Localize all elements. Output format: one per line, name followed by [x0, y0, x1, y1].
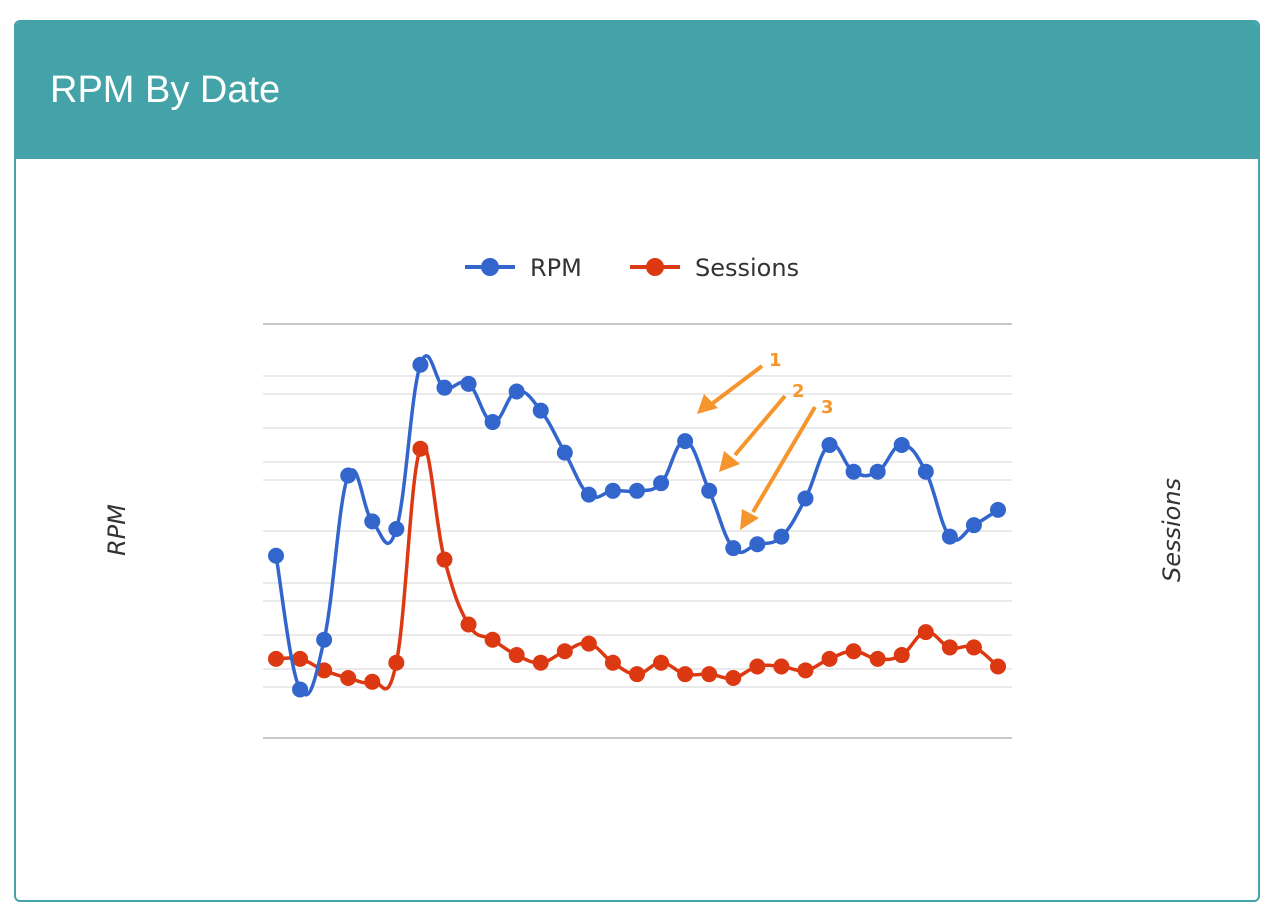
- data-point-sessions: [869, 650, 886, 667]
- data-point-rpm: [436, 379, 453, 396]
- data-point-sessions: [292, 650, 309, 667]
- data-point-sessions: [604, 654, 621, 671]
- panel-header: RPM By Date: [16, 22, 1258, 159]
- grid-lines: [263, 323, 1012, 739]
- chart-panel: RPM By Date: [14, 20, 1260, 902]
- data-point-sessions: [990, 658, 1006, 675]
- data-point-rpm: [893, 436, 910, 453]
- data-point-rpm: [484, 414, 501, 431]
- data-point-sessions: [917, 624, 934, 641]
- data-point-sessions: [725, 669, 742, 686]
- data-point-sessions: [629, 666, 645, 683]
- data-point-sessions: [340, 669, 357, 686]
- data-point-sessions: [556, 643, 573, 660]
- annotations: 1 2 3: [697, 350, 834, 530]
- data-point-rpm: [532, 402, 549, 419]
- y-axis-title-left: RPM: [103, 504, 131, 556]
- data-point-rpm: [797, 490, 814, 507]
- legend-rpm-label: RPM: [530, 254, 582, 282]
- series-sessions: [268, 440, 1006, 691]
- data-point-rpm: [580, 486, 597, 503]
- data-point-sessions: [845, 643, 862, 660]
- annotation-3-label: 3: [821, 397, 834, 418]
- annotation-1-label: 1: [769, 350, 782, 371]
- data-point-sessions: [532, 654, 549, 671]
- data-point-rpm: [725, 540, 742, 557]
- annotation-2-arrow-head: [719, 451, 740, 472]
- data-point-rpm: [821, 436, 838, 453]
- data-point-rpm: [677, 433, 694, 450]
- data-point-sessions: [893, 647, 910, 664]
- data-point-rpm: [364, 513, 381, 530]
- data-point-sessions: [677, 666, 694, 683]
- data-point-sessions: [412, 440, 429, 457]
- data-point-sessions: [749, 658, 766, 675]
- annotation-2: 2: [719, 381, 805, 472]
- legend-rpm-marker: [481, 258, 499, 276]
- data-point-rpm: [604, 482, 621, 499]
- data-point-sessions: [773, 658, 790, 675]
- data-point-rpm: [941, 528, 958, 545]
- data-point-rpm: [990, 501, 1006, 518]
- data-point-sessions: [484, 631, 501, 648]
- legend-sessions-label: Sessions: [695, 254, 799, 282]
- data-point-rpm: [749, 536, 766, 553]
- data-point-sessions: [580, 635, 597, 652]
- data-point-sessions: [701, 666, 718, 683]
- annotation-3-arrow-head: [740, 509, 759, 530]
- legend-item-sessions: Sessions: [630, 254, 799, 282]
- series-line-rpm: [274, 354, 999, 697]
- series-rpm: [268, 354, 1006, 698]
- data-point-sessions: [268, 650, 284, 667]
- annotation-2-label: 2: [792, 381, 805, 402]
- data-point-rpm: [869, 463, 886, 480]
- data-point-rpm: [340, 467, 357, 484]
- annotation-2-arrow-shaft: [733, 394, 787, 457]
- annotation-3: 3: [740, 397, 834, 530]
- legend: RPM Sessions: [465, 254, 799, 282]
- data-point-sessions: [388, 654, 405, 671]
- annotation-1-arrow-shaft: [711, 364, 764, 405]
- data-point-sessions: [965, 639, 982, 656]
- data-point-rpm: [917, 463, 934, 480]
- data-point-sessions: [316, 662, 333, 679]
- y-axis-title-right: Sessions: [1158, 478, 1186, 582]
- data-point-sessions: [821, 650, 838, 667]
- panel-title: RPM By Date: [50, 69, 281, 111]
- data-point-rpm: [292, 681, 309, 698]
- data-point-rpm: [845, 463, 862, 480]
- data-point-sessions: [797, 662, 814, 679]
- data-point-rpm: [629, 482, 645, 499]
- data-point-rpm: [388, 521, 405, 537]
- data-point-rpm: [316, 631, 333, 648]
- data-point-rpm: [412, 356, 429, 373]
- data-point-sessions: [460, 616, 477, 633]
- annotation-3-arrow-shaft: [751, 405, 817, 514]
- annotation-1: 1: [697, 350, 782, 414]
- annotation-1-arrow-head: [697, 394, 718, 414]
- data-point-rpm: [556, 444, 573, 461]
- data-point-rpm: [508, 383, 525, 400]
- data-point-sessions: [364, 673, 381, 690]
- data-point-sessions: [653, 654, 670, 671]
- legend-sessions-marker: [646, 258, 664, 276]
- data-point-sessions: [508, 647, 525, 664]
- data-point-sessions: [436, 551, 453, 568]
- data-point-rpm: [653, 475, 670, 492]
- legend-item-rpm: RPM: [465, 254, 582, 282]
- data-point-rpm: [701, 482, 718, 499]
- data-point-rpm: [965, 517, 982, 534]
- data-point-rpm: [268, 547, 284, 564]
- series-line-sessions: [275, 444, 1000, 691]
- data-point-rpm: [773, 528, 790, 545]
- data-point-sessions: [941, 639, 958, 656]
- series-layer: [268, 354, 1006, 698]
- data-point-rpm: [460, 375, 477, 392]
